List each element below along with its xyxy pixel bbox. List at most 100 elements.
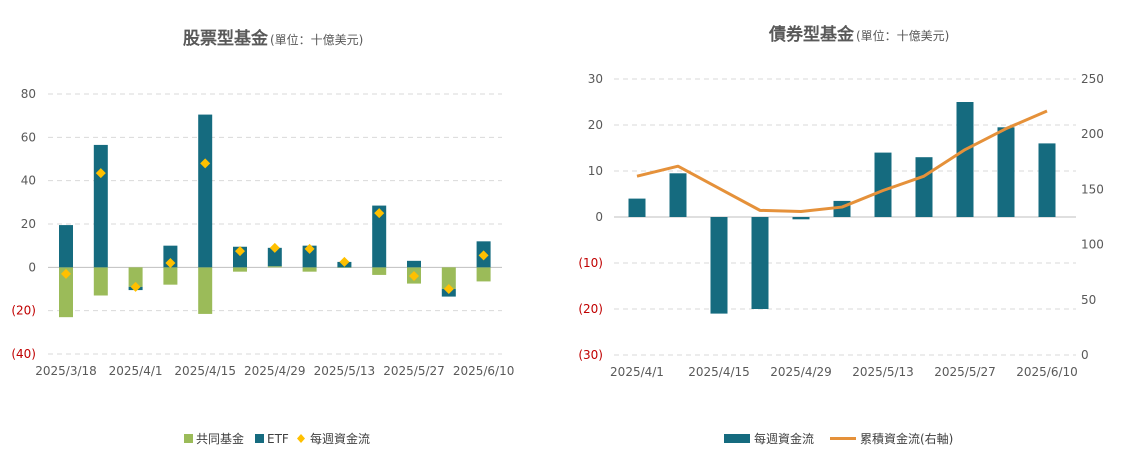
x-tick-label: 2025/5/27	[934, 365, 996, 379]
marker-weekly-flow	[165, 258, 176, 268]
x-tick-label: 2025/4/1	[610, 365, 664, 379]
bar-mutual-fund	[233, 267, 247, 272]
marker-weekly-flow	[304, 243, 315, 254]
bar-weekly-flow	[792, 217, 810, 220]
bar-mutual-fund	[267, 266, 282, 268]
y-tick-label: (40)	[11, 347, 36, 361]
marker-weekly-flow	[409, 271, 419, 281]
bond-y-axis-left: 30 20 10 0 (10) (20) (30)	[578, 72, 603, 362]
bar-mutual-fund	[441, 267, 456, 289]
bar-etf	[302, 245, 317, 268]
bond-legend: 每週資金流 累積資金流(右軸)	[724, 431, 953, 446]
bar-mutual-fund	[302, 267, 317, 272]
y-tick-label: 40	[21, 174, 36, 188]
bar-weekly-flow	[710, 217, 728, 314]
y-tick-label: 0	[28, 260, 36, 274]
x-tick-label: 2025/5/13	[852, 365, 914, 379]
bond-bars	[628, 102, 1056, 314]
y2-tick-label: 250	[1081, 72, 1104, 86]
marker-weekly-flow	[130, 281, 141, 292]
x-tick-label: 2025/6/10	[1016, 365, 1078, 379]
bar-etf	[407, 260, 421, 268]
x-tick-label: 2025/4/1	[109, 364, 163, 378]
y2-tick-label: 0	[1081, 348, 1089, 362]
x-tick-label: 2025/4/29	[770, 365, 832, 379]
y-tick-label: 0	[595, 210, 603, 224]
equity-bars	[59, 114, 491, 318]
bar-mutual-fund	[163, 267, 178, 285]
marker-weekly-flow	[374, 208, 385, 219]
x-tick-label: 2025/5/27	[383, 364, 445, 378]
equity-x-axis: 2025/3/18 2025/4/1 2025/4/15 2025/4/29 2025/…	[35, 364, 514, 378]
bar-mutual-fund	[59, 267, 73, 318]
bond-cumulative-line	[636, 109, 1048, 213]
bar-weekly-flow	[874, 152, 892, 217]
x-tick-label: 2025/4/29	[244, 364, 306, 378]
bar-etf	[372, 205, 387, 268]
legend-swatch-etf	[255, 434, 264, 443]
bar-mutual-fund	[198, 267, 213, 314]
marker-weekly-flow	[200, 158, 211, 169]
bar-weekly-flow	[956, 102, 974, 217]
marker-weekly-flow	[339, 256, 350, 267]
equity-chart: 股票型基金 (單位：十億美元) 80 60 40 20 0 (20) (40) 2025/3…	[11, 28, 514, 446]
y2-tick-label: 150	[1081, 182, 1104, 196]
y-tick-label: (30)	[578, 348, 603, 362]
y-tick-label: 30	[588, 72, 603, 86]
equity-chart-title: 股票型基金	[183, 28, 269, 49]
y-tick-label: 60	[21, 130, 36, 144]
bar-mutual-fund	[372, 267, 387, 275]
bond-x-axis: 2025/4/1 2025/4/15 2025/4/29 2025/5/13 2025/…	[610, 365, 1078, 379]
bar-weekly-flow	[669, 173, 687, 217]
x-tick-label: 2025/4/15	[174, 364, 236, 378]
legend-label-etf: ETF	[267, 432, 289, 446]
y-tick-label: 80	[21, 87, 36, 101]
marker-weekly-flow	[478, 250, 489, 261]
bar-etf	[59, 225, 73, 268]
equity-markers	[61, 158, 489, 294]
bar-weekly-flow	[915, 157, 933, 217]
bar-mutual-fund	[93, 267, 108, 296]
legend-label-bond-weekly-flow: 每週資金流	[754, 431, 814, 446]
bar-weekly-flow	[628, 198, 646, 217]
equity-y-axis: 80 60 40 20 0 (20) (40)	[11, 87, 36, 361]
equity-legend: 共同基金 ETF 每週資金流	[184, 431, 370, 446]
y-tick-label: 20	[588, 118, 603, 132]
line-cumulative-flow	[636, 109, 1048, 213]
bond-y-axis-right: 250 200 150 100 50 0	[1081, 72, 1104, 362]
legend-label-cumulative-flow: 累積資金流(右軸)	[860, 431, 953, 446]
bar-mutual-fund	[128, 267, 143, 287]
legend-diamond-weekly-flow	[297, 434, 305, 443]
bar-etf	[198, 114, 213, 268]
marker-weekly-flow	[269, 242, 280, 253]
y-tick-label: (20)	[578, 302, 603, 316]
x-tick-label: 2025/3/18	[35, 364, 97, 378]
equity-gridlines	[48, 93, 502, 355]
x-tick-label: 2025/4/15	[688, 365, 750, 379]
bond-chart-unit: (單位：十億美元)	[856, 28, 949, 43]
y-tick-label: 10	[588, 164, 603, 178]
y-tick-label: 20	[21, 217, 36, 231]
legend-swatch-mutual-fund	[184, 434, 193, 443]
y2-tick-label: 50	[1081, 293, 1096, 307]
x-tick-label: 2025/5/13	[314, 364, 376, 378]
y-tick-label: (10)	[578, 256, 603, 270]
legend-swatch-weekly-flow-bar	[724, 434, 750, 443]
marker-weekly-flow	[61, 268, 71, 279]
marker-weekly-flow	[95, 168, 106, 179]
y2-tick-label: 100	[1081, 238, 1104, 252]
y-tick-label: (20)	[11, 304, 36, 318]
marker-weekly-flow	[443, 284, 454, 294]
bar-etf	[267, 247, 282, 267]
bar-weekly-flow	[1038, 143, 1056, 217]
bond-chart-title: 債券型基金	[768, 24, 855, 45]
legend-label-weekly-flow: 每週資金流	[310, 431, 370, 446]
bar-mutual-fund	[337, 267, 352, 268]
bar-etf	[93, 144, 108, 268]
legend-label-mutual-fund: 共同基金	[196, 431, 244, 446]
marker-weekly-flow	[235, 246, 245, 257]
bar-weekly-flow	[751, 217, 769, 309]
x-tick-label: 2025/6/10	[453, 364, 515, 378]
equity-chart-unit: (單位：十億美元)	[270, 32, 363, 47]
